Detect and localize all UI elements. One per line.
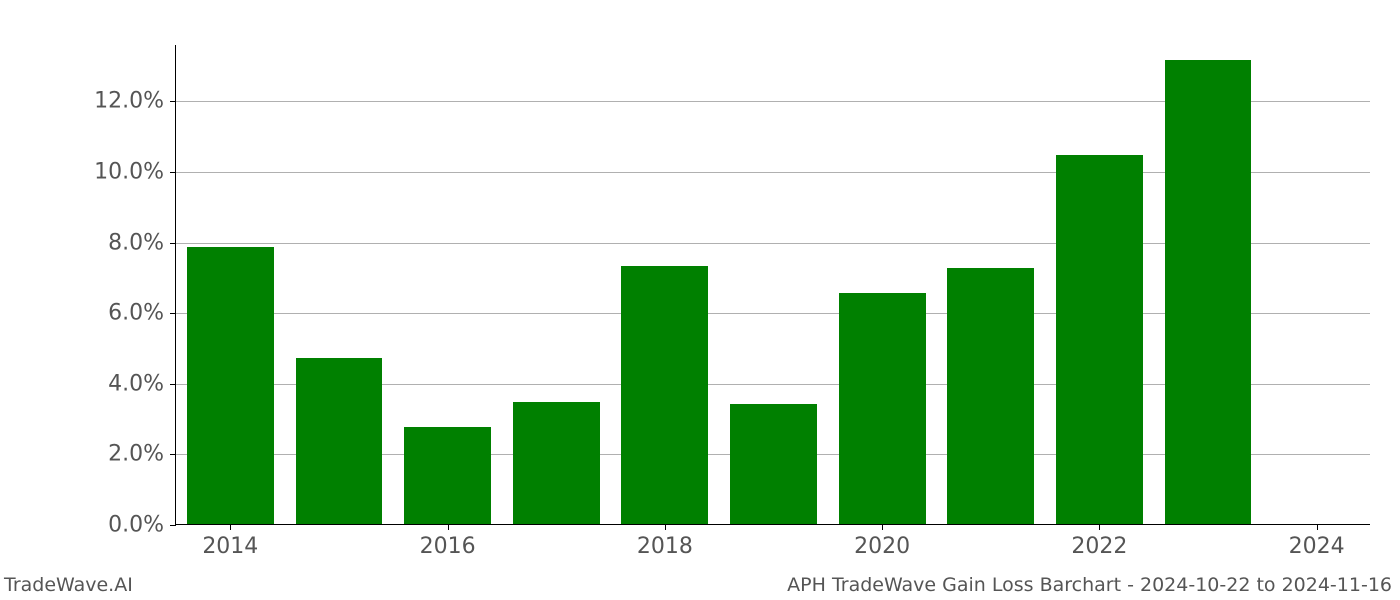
xtick-mark: [665, 524, 666, 530]
xtick-mark: [230, 524, 231, 530]
ytick-label: 10.0%: [94, 160, 164, 185]
xtick-label: 2016: [420, 534, 476, 559]
xtick-label: 2018: [637, 534, 693, 559]
bar-2016: [404, 427, 491, 524]
bar-2017: [513, 402, 600, 524]
ytick-label: 2.0%: [108, 442, 164, 467]
ytick-label: 8.0%: [108, 230, 164, 255]
bar-2014: [187, 247, 274, 524]
xtick-label: 2020: [854, 534, 910, 559]
bar-2021: [947, 268, 1034, 524]
ytick-label: 6.0%: [108, 301, 164, 326]
xtick-mark: [448, 524, 449, 530]
gain-loss-barchart: 0.0%2.0%4.0%6.0%8.0%10.0%12.0%2014201620…: [175, 45, 1370, 525]
xtick-mark: [1317, 524, 1318, 530]
ytick-label: 12.0%: [94, 89, 164, 114]
ytick-label: 0.0%: [108, 513, 164, 538]
xtick-label: 2014: [202, 534, 258, 559]
bar-2019: [730, 404, 817, 524]
xtick-label: 2022: [1071, 534, 1127, 559]
bar-2020: [839, 293, 926, 524]
xtick-mark: [882, 524, 883, 530]
xtick-mark: [1099, 524, 1100, 530]
bar-2018: [621, 266, 708, 524]
ytick-label: 4.0%: [108, 371, 164, 396]
footer-caption: APH TradeWave Gain Loss Barchart - 2024-…: [787, 574, 1392, 596]
xtick-label: 2024: [1289, 534, 1345, 559]
bar-2022: [1056, 155, 1143, 524]
ytick-mark: [170, 525, 176, 526]
bar-2015: [296, 358, 383, 524]
footer-brand: TradeWave.AI: [4, 574, 133, 596]
plot-area: 0.0%2.0%4.0%6.0%8.0%10.0%12.0%2014201620…: [175, 45, 1370, 525]
bar-2023: [1165, 60, 1252, 524]
